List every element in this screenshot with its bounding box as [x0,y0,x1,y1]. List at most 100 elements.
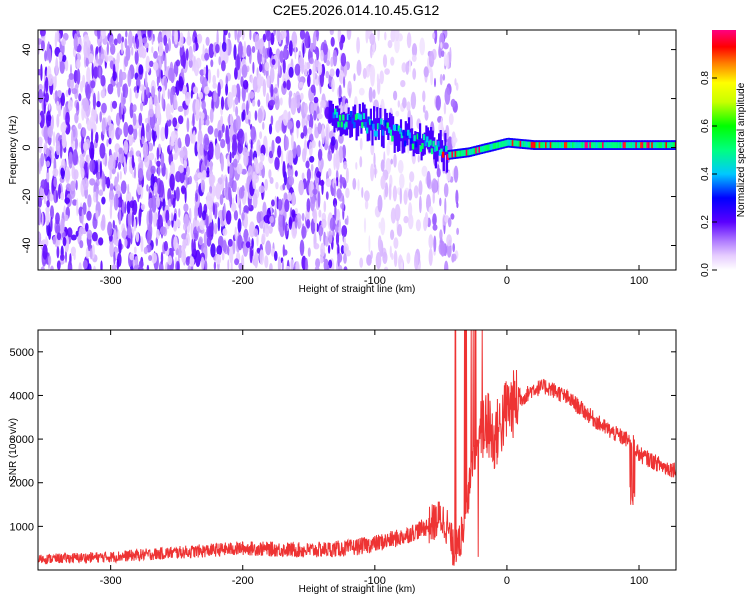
spectrogram-cell [109,190,114,200]
spectrogram-cell [155,229,160,240]
spectrogram-cell [377,30,380,41]
spectrogram-cell [208,173,215,187]
spectrogram-cell [252,61,255,74]
spectrogram-cell [200,256,205,270]
spectrogram-cell [366,254,372,266]
spectrogram-cell [368,86,373,103]
spectrogram-cell [158,41,164,57]
spectrogram-cell [450,98,456,108]
spectrogram-cell [242,109,246,121]
spectrogram-cell [44,50,48,62]
spectrogram-cell [265,228,270,238]
ridge-core-cell [552,142,556,149]
spectrogram-cell [250,75,253,84]
spectrogram-cell [146,123,150,133]
spectrogram-cell [67,99,73,111]
spectrogram-cell [294,91,301,109]
spectrogram-cell [179,141,182,149]
spectrogram-cell [156,103,161,119]
spectrogram-cell [183,159,187,169]
ridge-band-cell [439,130,442,152]
spectrogram-cell [151,37,154,45]
spectrogram-cell [408,202,413,220]
ridge-core-cell [429,139,432,146]
spectrogram-cell [394,30,400,42]
spectrogram-cell [280,150,284,165]
spectrogram-cell [453,137,458,144]
ridge-core-cell [524,141,527,148]
ridge-core-cell [564,142,567,149]
spectrogram-cell [121,36,125,43]
spectrogram-cell [320,49,324,62]
spectrogram-cell [311,169,314,179]
x-tick-label: 100 [630,575,648,587]
spectrogram-cell [300,132,305,139]
spectrogram-cell [135,38,140,50]
spectrogram-cell [299,30,306,40]
spectrogram-cell [108,137,112,145]
spectrogram-cell [406,32,412,49]
spectrogram-cell [90,44,94,52]
spectrogram-cell [106,176,111,189]
spectrogram-cell [187,265,191,270]
spectrogram-cell [199,69,205,76]
spectrogram-cell [132,113,137,126]
spectrogram-cell [304,257,308,270]
spectrogram-cell [127,183,130,194]
spectrogram-cell [96,100,101,108]
spectrogram-cell [56,113,60,128]
spectrogram-cell [95,131,99,144]
ridge-core-cell [649,142,652,149]
ridge-core-cell [362,113,366,119]
ridge-core-cell [497,142,500,148]
ridge-core-cell [397,125,400,132]
spectrogram-cell [327,168,332,177]
ridge-core-cell [373,130,377,137]
spectrogram-cell [386,142,391,156]
spectrogram-cell [113,38,118,46]
y-tick-label: 20 [21,92,33,104]
ridge-core-cell [598,142,602,149]
spectrogram-cell [157,34,162,44]
spectrogram-cell [357,179,360,191]
ridge-band-cell [396,129,399,152]
spectrogram-cell [318,209,322,218]
spectrogram-cell [340,245,345,255]
spectrogram-cell [176,261,180,270]
spectrogram-cell [64,197,70,204]
spectrogram-cell [249,245,253,264]
spectrogram-cell [437,177,440,195]
spectrogram-cell [291,209,296,218]
spectrogram-cell [38,196,42,208]
spectrogram-cell [54,31,58,49]
ridge-core-cell [453,151,456,158]
spectrogram-cell [64,59,69,72]
spectrogram-cell [191,238,194,254]
spectrogram-cell [100,260,103,270]
spectrogram-cell [190,89,193,99]
spectrogram-cell [89,248,93,260]
ridge-core-cell [500,141,503,148]
spectrogram-cell [208,43,215,59]
ridge-core-cell [521,141,524,147]
ridge-band-cell [376,107,379,130]
spectrogram-cell [55,224,61,234]
ridge-core-cell [530,141,534,148]
spectrogram-cell [86,66,91,85]
spectrogram-cell [209,108,214,123]
spectrogram-cell [219,194,224,206]
ridge-core-cell [640,142,643,149]
spectrogram-cell [203,133,210,152]
ridge-core-cell [611,142,614,149]
spectrogram-cell [237,41,243,59]
spectrogram-cell [382,54,388,68]
spectrogram-cell [384,266,389,270]
spectrogram-cell [144,42,149,49]
ridge-core-cell [483,145,486,152]
spectrogram-cell [127,69,132,87]
spectrogram-cell [374,164,377,179]
spectrogram-cell [283,171,287,186]
spectrogram-cell [199,220,205,231]
spectrogram-cell [164,122,169,140]
ridge-core-cell [603,142,606,149]
